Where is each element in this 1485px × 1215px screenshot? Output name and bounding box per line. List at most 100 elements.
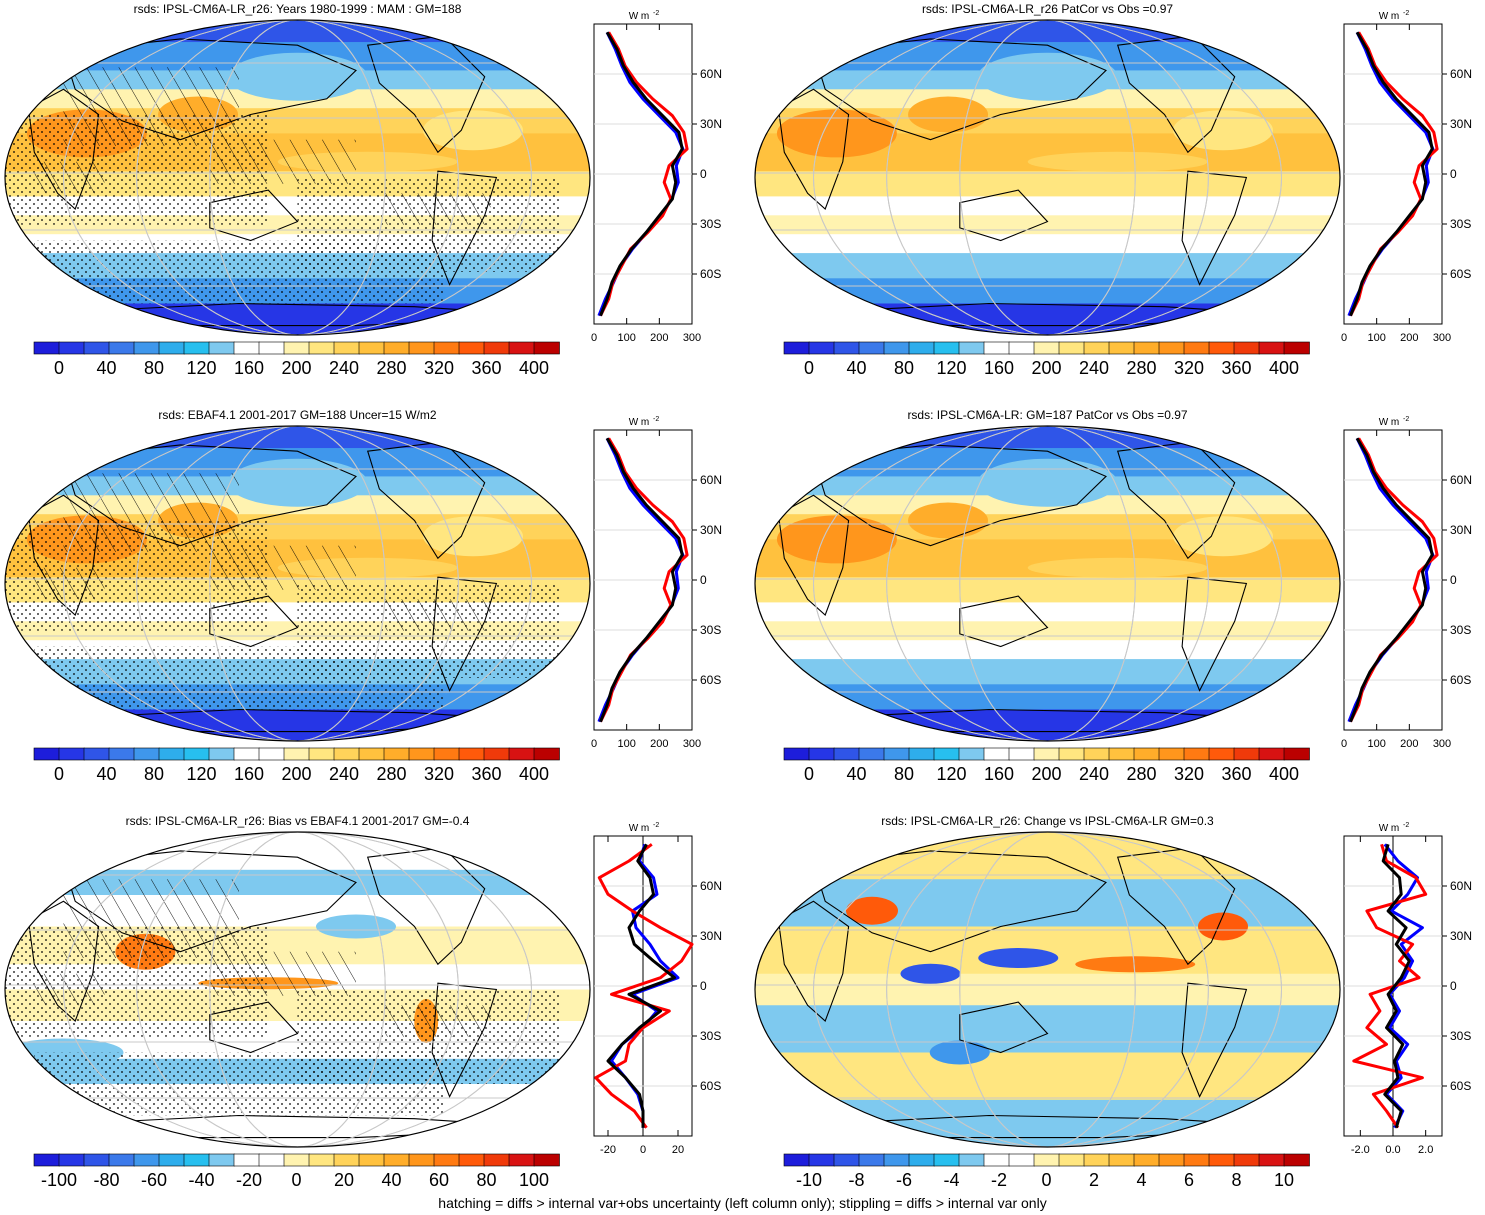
- colorbar-swatch: [158, 747, 185, 761]
- colorbar-swatch: [308, 1153, 335, 1167]
- colorbar-swatch: [408, 1153, 435, 1167]
- colorbar-swatch: [1058, 341, 1085, 355]
- panel-2: rsds: IPSL-CM6A-LR_r26 PatCor vs Obs =0.…: [750, 2, 1485, 382]
- panel-5: rsds: IPSL-CM6A-LR_r26: Bias vs EBAF4.1 …: [0, 814, 735, 1194]
- x-tick-label: 0: [1341, 738, 1347, 750]
- colorbar-swatch: [1083, 747, 1110, 761]
- colorbar-label: 120: [936, 764, 966, 784]
- colorbar-label: 400: [519, 358, 549, 378]
- colorbar: -100 -80 -60 -40 -20 0 20 40 60 80 100: [33, 1153, 560, 1190]
- colorbar-swatch: [333, 747, 360, 761]
- colorbar-swatch: [358, 747, 385, 761]
- coastline: [777, 88, 850, 210]
- panel-3: rsds: EBAF4.1 2001-2017 GM=188 Uncer=15 …: [0, 408, 735, 788]
- unit-label: W m: [629, 823, 650, 834]
- x-tick-label: 200: [1400, 738, 1418, 750]
- colorbar-swatch: [883, 747, 910, 761]
- unit-exponent: -2: [1403, 416, 1409, 423]
- colorbar-label: 160: [234, 358, 264, 378]
- coastline: [1181, 576, 1248, 692]
- colorbar-swatch: [1008, 1153, 1035, 1167]
- x-tick-label: 20: [672, 1144, 684, 1156]
- colorbar-swatch: [308, 747, 335, 761]
- profile-series-1: [1349, 437, 1434, 723]
- colorbar-label: -60: [141, 1170, 167, 1190]
- panel-graphics: 60N 30N 0 30S 60S 0 100 200 300 W m -2 0 40 80 120 160 2…: [754, 416, 1472, 784]
- colorbar-label: 240: [1079, 764, 1109, 784]
- colorbar-label: 400: [1269, 764, 1299, 784]
- lat-label: 30N: [700, 117, 722, 131]
- colorbar-swatch: [483, 341, 510, 355]
- colorbar-swatch: [1133, 747, 1160, 761]
- colorbar-label: 0: [1041, 1170, 1051, 1190]
- panel-1: rsds: IPSL-CM6A-LR_r26: Years 1980-1999 …: [0, 2, 735, 382]
- colorbar-label: 240: [329, 764, 359, 784]
- colorbar-swatch: [1283, 1153, 1310, 1167]
- colorbar: 0 40 80 120 160 200 240 280 320 360 400: [33, 747, 560, 784]
- colorbar-swatch: [1108, 747, 1135, 761]
- lat-label: 60S: [1450, 673, 1471, 687]
- colorbar-swatch: [1033, 341, 1060, 355]
- colorbar-swatch: [358, 1153, 385, 1167]
- colorbar-label: 100: [519, 1170, 549, 1190]
- colorbar-label: 360: [471, 358, 501, 378]
- colorbar-swatch: [83, 1153, 110, 1167]
- panel-4: rsds: IPSL-CM6A-LR: GM=187 PatCor vs Obs…: [750, 408, 1485, 788]
- colorbar-label: 20: [334, 1170, 354, 1190]
- panel-graphics: 60N 30N 0 30S 60S 0 100 200 300 W m -2 0 40 80 120 160 2…: [4, 10, 722, 378]
- colorbar-swatch: [1083, 341, 1110, 355]
- colorbar-swatch: [158, 1153, 185, 1167]
- colorbar-swatch: [433, 747, 460, 761]
- lat-label: 30S: [1450, 623, 1471, 637]
- colorbar-label: 400: [519, 764, 549, 784]
- zonal-profile: 60N 30N 0 30S 60S -20 0 20 W m -2: [593, 822, 722, 1156]
- colorbar-swatch: [1258, 341, 1285, 355]
- x-tick-label: -20: [600, 1144, 616, 1156]
- colorbar-swatch: [283, 1153, 310, 1167]
- colorbar-swatch: [833, 341, 860, 355]
- zonal-profile: 60N 30N 0 30S 60S 0 100 200 300 W m -2: [591, 416, 722, 750]
- colorbar-label: 80: [894, 764, 914, 784]
- unit-exponent: -2: [653, 10, 659, 17]
- colorbar-swatch: [1258, 747, 1285, 761]
- x-tick-label: 0: [591, 332, 597, 344]
- colorbar-label: 280: [376, 358, 406, 378]
- colorbar-swatch: [533, 1153, 560, 1167]
- lat-label: 0: [700, 573, 707, 587]
- panel-title: rsds: IPSL-CM6A-LR_r26 PatCor vs Obs =0.…: [921, 2, 1174, 16]
- x-tick-label: 100: [1367, 332, 1385, 344]
- colorbar-swatch: [858, 1153, 885, 1167]
- colorbar-swatch: [183, 1153, 210, 1167]
- profile-series-1: [599, 437, 684, 723]
- colorbar-swatch: [233, 341, 260, 355]
- colorbar-swatch: [333, 341, 360, 355]
- colorbar-label: 10: [1274, 1170, 1294, 1190]
- map-field: [755, 832, 1340, 1147]
- coastline: [1181, 982, 1248, 1098]
- lat-label: 30N: [700, 523, 722, 537]
- unit-label: W m: [1379, 417, 1400, 428]
- colorbar-label: -8: [848, 1170, 864, 1190]
- colorbar-swatch: [858, 747, 885, 761]
- panel-title: rsds: IPSL-CM6A-LR_r26: Change vs IPSL-C…: [881, 814, 1214, 828]
- colorbar-label: 200: [1031, 764, 1061, 784]
- colorbar-swatch: [958, 747, 985, 761]
- lat-label: 60S: [700, 267, 721, 281]
- colorbar-label: -40: [188, 1170, 214, 1190]
- colorbar-swatch: [1183, 341, 1210, 355]
- panel-graphics: 60N 30N 0 30S 60S 0 100 200 300 W m -2 0 40 80 120 160 2…: [754, 10, 1472, 378]
- colorbar-swatch: [858, 341, 885, 355]
- colorbar-swatch: [333, 1153, 360, 1167]
- colorbar: 0 40 80 120 160 200 240 280 320 360 400: [33, 341, 560, 378]
- colorbar-swatch: [833, 1153, 860, 1167]
- colorbar-swatch: [808, 341, 835, 355]
- colorbar-swatch: [1158, 341, 1185, 355]
- zonal-profile: 60N 30N 0 30S 60S 0 100 200 300 W m -2: [591, 10, 722, 344]
- x-tick-label: 200: [650, 332, 668, 344]
- colorbar-label: 200: [281, 358, 311, 378]
- colorbar-label: 40: [96, 358, 116, 378]
- colorbar-label: 0: [804, 764, 814, 784]
- coastline: [959, 1001, 1049, 1054]
- lat-label: 0: [1450, 979, 1457, 993]
